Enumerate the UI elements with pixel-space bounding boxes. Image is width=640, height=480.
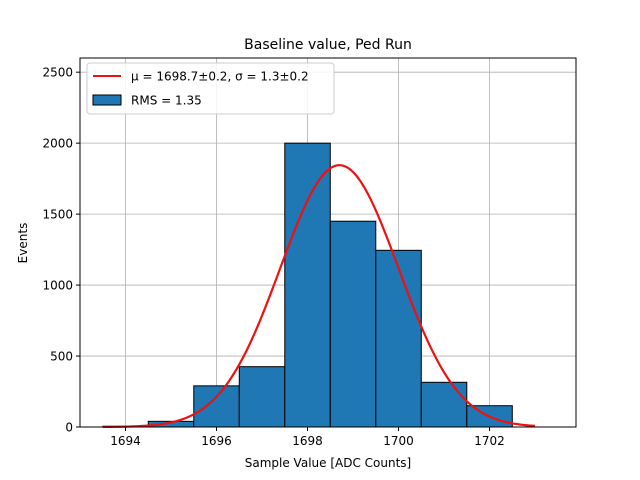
legend-hist-label: RMS = 1.35 <box>131 94 202 108</box>
y-axis-label: Events <box>16 223 30 264</box>
plot-frame <box>79 57 577 428</box>
legend-box <box>86 62 335 115</box>
legend-fit-label: μ = 1698.7±0.2, σ = 1.3±0.2 <box>131 70 309 84</box>
chart-title: Baseline value, Ped Run <box>244 37 412 53</box>
x-axis: 1694 1696 1698 1700 1702 <box>110 427 505 448</box>
y-tick-label: 0 <box>65 421 73 435</box>
x-axis-label: Sample Value [ADC Counts] <box>245 456 411 470</box>
histogram-bar <box>238 366 286 428</box>
histogram-bar <box>193 385 240 428</box>
x-tick-label: 1694 <box>110 434 141 448</box>
y-tick-label: 500 <box>50 350 73 364</box>
histogram-bar <box>329 220 377 428</box>
y-tick-label: 1000 <box>42 279 73 293</box>
histogram-bar <box>284 142 331 428</box>
x-tick-label: 1700 <box>383 434 414 448</box>
y-tick-label: 2000 <box>42 137 73 151</box>
histogram-bar <box>420 381 468 428</box>
fit-curve <box>102 164 536 429</box>
legend: μ = 1698.7±0.2, σ = 1.3±0.2 RMS = 1.35 <box>86 62 335 115</box>
y-axis: 0 500 1000 1500 2000 2500 <box>42 66 80 435</box>
legend-hist-swatch <box>92 94 122 106</box>
x-tick-label: 1702 <box>474 434 505 448</box>
y-tick-label: 2500 <box>42 66 73 80</box>
x-tick-label: 1696 <box>201 434 232 448</box>
gaussian-fit <box>102 164 536 429</box>
histogram-bar <box>375 249 422 428</box>
x-tick-label: 1698 <box>292 434 323 448</box>
y-tick-label: 1500 <box>42 208 73 222</box>
